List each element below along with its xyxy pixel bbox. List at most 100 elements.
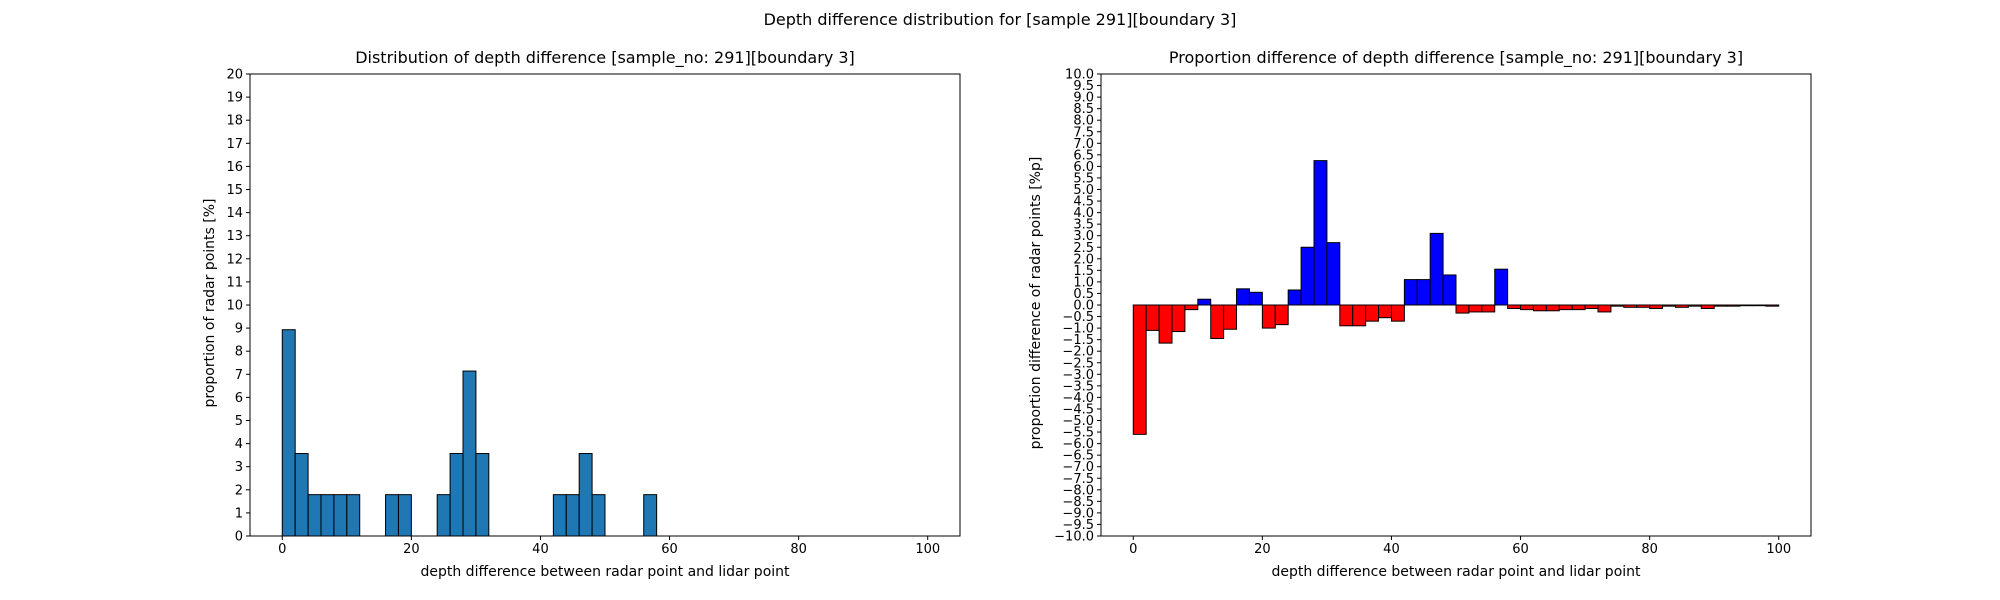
y-tick-label: 1.0 — [1073, 275, 1094, 290]
bar-30 — [475, 453, 490, 537]
y-tick-label: 7.5 — [1073, 125, 1094, 140]
y-tick-label: 1.5 — [1073, 264, 1094, 279]
y-tick-label: 7 — [235, 368, 243, 383]
bar-78 — [1636, 304, 1651, 308]
bar-42 — [552, 494, 567, 537]
y-tick-label: 4 — [235, 437, 243, 452]
bar-66 — [1558, 304, 1573, 311]
bar-94 — [1739, 304, 1754, 307]
bar-2 — [1145, 304, 1160, 331]
y-tick-label: −7.0 — [1062, 460, 1094, 475]
histogram-y-axis-label: proportion of radar points [%] — [202, 198, 218, 407]
histogram-ticks: 0 20 40 60 80 1000123456789101112131415161718… — [226, 68, 940, 558]
bar-44 — [565, 494, 580, 537]
y-tick-label: 11 — [226, 275, 243, 290]
y-tick-label: 0 — [235, 530, 243, 545]
bar-90 — [1713, 304, 1728, 307]
y-tick-label: −8.0 — [1062, 483, 1094, 498]
y-tick-label: −10.0 — [1054, 530, 1094, 545]
y-tick-label: −9.5 — [1062, 518, 1094, 533]
y-tick-label: 5.0 — [1073, 183, 1094, 198]
y-tick-label: 14 — [226, 206, 243, 221]
x-tick-label: 40 — [1383, 542, 1400, 557]
bar-36 — [1365, 304, 1380, 322]
y-tick-label: 10 — [226, 299, 243, 314]
y-tick-label: −8.5 — [1062, 495, 1094, 510]
bar-74 — [1610, 304, 1625, 307]
bar-98 — [1765, 304, 1780, 307]
y-tick-label: −0.5 — [1062, 310, 1094, 325]
histogram-x-axis-label: depth difference between radar point and… — [420, 564, 790, 580]
bar-38 — [1378, 304, 1392, 319]
y-tick-label: 0.5 — [1073, 287, 1094, 302]
bar-48 — [1442, 274, 1457, 306]
bar-70 — [1584, 304, 1599, 309]
difference-x-axis-label: depth difference between radar point and… — [1271, 564, 1641, 580]
y-tick-label: 2 — [235, 483, 243, 498]
x-tick-label: 40 — [532, 542, 549, 557]
difference-ticks: 0 20 40 60 80 100 10.09.59.08.58.07.57.06.56.0… — [1054, 68, 1791, 558]
y-tick-label: 19 — [226, 91, 243, 106]
y-tick-label: −1.0 — [1062, 322, 1094, 337]
y-tick-label: −5.5 — [1062, 426, 1094, 441]
bar-14 — [1223, 304, 1238, 330]
y-tick-label: 13 — [226, 229, 243, 244]
bar-76 — [1623, 304, 1638, 308]
bar-82 — [1662, 304, 1676, 307]
bar-22 — [1274, 304, 1289, 326]
bar-2 — [294, 453, 309, 537]
bar-96 — [1752, 304, 1767, 307]
bar-10 — [1197, 298, 1212, 306]
bar-18 — [397, 494, 412, 537]
y-tick-label: −6.0 — [1062, 437, 1094, 452]
y-tick-label: 5 — [235, 414, 243, 429]
x-tick-label: 80 — [1641, 542, 1658, 557]
y-tick-label: 9.5 — [1073, 79, 1094, 94]
y-tick-label: 6.5 — [1073, 148, 1094, 163]
y-tick-label: 3.5 — [1073, 218, 1094, 233]
bar-30 — [1326, 242, 1341, 306]
bar-4 — [307, 494, 322, 537]
x-tick-label: 100 — [915, 542, 940, 557]
x-tick-label: 60 — [661, 542, 678, 557]
x-tick-label: 80 — [790, 542, 807, 557]
y-tick-label: 3.0 — [1073, 229, 1094, 244]
y-tick-label: 10.0 — [1065, 68, 1094, 83]
bar-28 — [462, 370, 477, 537]
y-tick-label: −1.5 — [1062, 333, 1094, 348]
y-tick-label: 7.0 — [1073, 137, 1094, 152]
y-tick-label: −4.0 — [1062, 391, 1094, 406]
y-tick-label: 17 — [226, 137, 243, 152]
bar-8 — [333, 494, 348, 537]
y-tick-label: 15 — [226, 183, 243, 198]
histogram-axes-frame — [249, 73, 961, 537]
y-tick-label: 6.0 — [1073, 160, 1094, 175]
y-tick-label: 2.5 — [1073, 241, 1094, 256]
y-tick-label: 3 — [235, 460, 243, 475]
bar-18 — [1248, 291, 1263, 306]
bar-26 — [1300, 246, 1315, 306]
bar-6 — [1171, 304, 1186, 333]
y-tick-label: 4.0 — [1073, 206, 1094, 221]
difference-axes-frame — [1100, 73, 1812, 537]
y-tick-label: −6.5 — [1062, 449, 1094, 464]
bar-42 — [1403, 279, 1418, 306]
bar-64 — [1545, 304, 1560, 312]
x-tick-label: 0 — [278, 542, 286, 557]
bar-54 — [1481, 304, 1496, 313]
y-tick-label: 1 — [235, 506, 243, 521]
bar-60 — [1520, 304, 1534, 311]
x-tick-label: 20 — [403, 542, 420, 557]
bar-88 — [1700, 304, 1715, 309]
y-tick-label: 12 — [226, 252, 243, 267]
difference-title: Proportion difference of depth differenc… — [1169, 48, 1743, 68]
bar-86 — [1687, 304, 1702, 307]
bar-6 — [320, 494, 335, 537]
bar-24 — [1287, 289, 1302, 306]
y-tick-label: 4.5 — [1073, 195, 1094, 210]
bar-8 — [1184, 304, 1199, 311]
bar-48 — [591, 494, 606, 537]
bar-34 — [1352, 304, 1367, 327]
y-tick-label: −7.5 — [1062, 472, 1094, 487]
